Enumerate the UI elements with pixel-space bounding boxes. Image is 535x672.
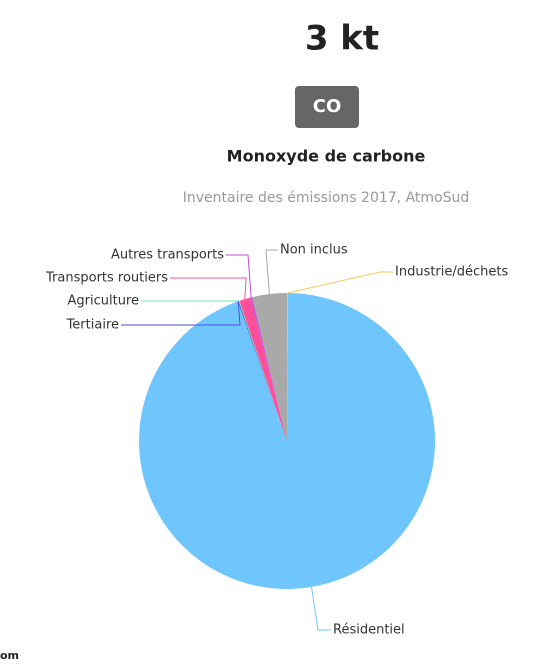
- leader-line: [170, 278, 246, 299]
- slice-label: Non inclus: [280, 243, 348, 258]
- leader-line: [226, 255, 251, 297]
- slice-label: Autres transports: [111, 248, 224, 263]
- footer-fragment: om: [0, 649, 19, 662]
- slice-label: Résidentiel: [333, 623, 405, 638]
- leader-line: [312, 587, 331, 630]
- slice-label: Industrie/déchets: [395, 265, 509, 280]
- pollutant-name: Monoxyde de carbone: [227, 147, 426, 166]
- total-value: 3 kt: [305, 19, 379, 59]
- slice-label: Transports routiers: [45, 271, 168, 286]
- chart-subtitle: Inventaire des émissions 2017, AtmoSud: [183, 190, 470, 206]
- badge-text: CO: [313, 96, 342, 117]
- leader-line: [287, 272, 393, 293]
- leader-line: [266, 250, 278, 294]
- slice-label: Tertiaire: [66, 318, 119, 333]
- slice-label: Agriculture: [68, 294, 140, 309]
